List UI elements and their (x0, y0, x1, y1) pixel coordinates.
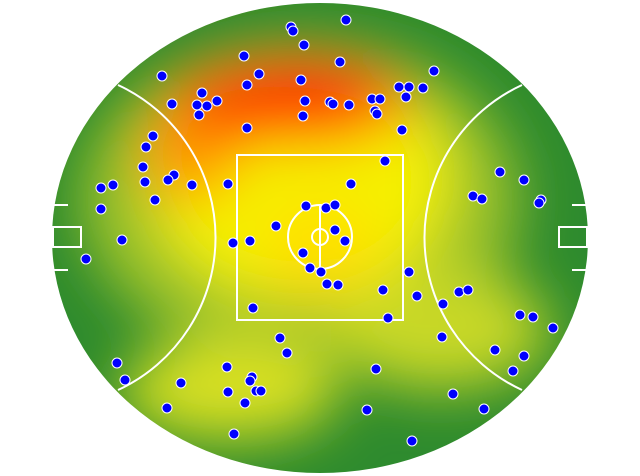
point (95, 182, 107, 194)
point (222, 178, 234, 190)
point (406, 435, 418, 447)
point (238, 50, 250, 62)
point (281, 347, 293, 359)
point (297, 110, 309, 122)
point (374, 93, 386, 105)
point (193, 109, 205, 121)
point (533, 197, 545, 209)
point (489, 344, 501, 356)
point (514, 309, 526, 321)
point (149, 194, 161, 206)
point (295, 74, 307, 86)
point (403, 266, 415, 278)
point (241, 122, 253, 134)
point (161, 402, 173, 414)
point (299, 95, 311, 107)
point (527, 311, 539, 323)
point (186, 179, 198, 191)
point (462, 284, 474, 296)
point (162, 174, 174, 186)
point (274, 332, 286, 344)
point (211, 95, 223, 107)
point (244, 235, 256, 247)
point (80, 253, 92, 265)
point (343, 99, 355, 111)
field-lines (52, 84, 588, 391)
point (241, 79, 253, 91)
point (227, 237, 239, 249)
point (222, 386, 234, 398)
point (494, 166, 506, 178)
point (400, 91, 412, 103)
point (119, 374, 131, 386)
point (428, 65, 440, 77)
point (196, 87, 208, 99)
point (107, 179, 119, 191)
point (371, 108, 383, 120)
point (147, 130, 159, 142)
point (253, 68, 265, 80)
point (228, 428, 240, 440)
point (270, 220, 282, 232)
point (239, 397, 251, 409)
point (191, 99, 203, 111)
point (320, 202, 332, 214)
point (255, 385, 267, 397)
point (453, 286, 465, 298)
point (221, 361, 233, 373)
point (140, 141, 152, 153)
point (478, 403, 490, 415)
point (518, 350, 530, 362)
point (315, 266, 327, 278)
point (156, 70, 168, 82)
point (298, 39, 310, 51)
point (304, 262, 316, 274)
point (403, 81, 415, 93)
point (95, 203, 107, 215)
point (175, 377, 187, 389)
point (507, 365, 519, 377)
point (287, 25, 299, 37)
point (447, 388, 459, 400)
point (116, 234, 128, 246)
point (476, 193, 488, 205)
point (370, 363, 382, 375)
point (321, 278, 333, 290)
point (139, 176, 151, 188)
point (547, 322, 559, 334)
point (417, 82, 429, 94)
point (411, 290, 423, 302)
point (393, 81, 405, 93)
point (361, 404, 373, 416)
point (518, 174, 530, 186)
point (334, 56, 346, 68)
point (339, 235, 351, 247)
point (345, 178, 357, 190)
point (329, 224, 341, 236)
point (436, 331, 448, 343)
point (166, 98, 178, 110)
point (244, 375, 256, 387)
point (467, 190, 479, 202)
point (111, 357, 123, 369)
point (329, 199, 341, 211)
point (437, 298, 449, 310)
point (379, 155, 391, 167)
point (377, 284, 389, 296)
point (332, 279, 344, 291)
point (382, 312, 394, 324)
point (247, 302, 259, 314)
point (201, 100, 213, 112)
point (137, 161, 149, 173)
point (396, 124, 408, 136)
point (297, 247, 309, 259)
point (327, 98, 339, 110)
point (340, 14, 352, 26)
point (300, 200, 312, 212)
